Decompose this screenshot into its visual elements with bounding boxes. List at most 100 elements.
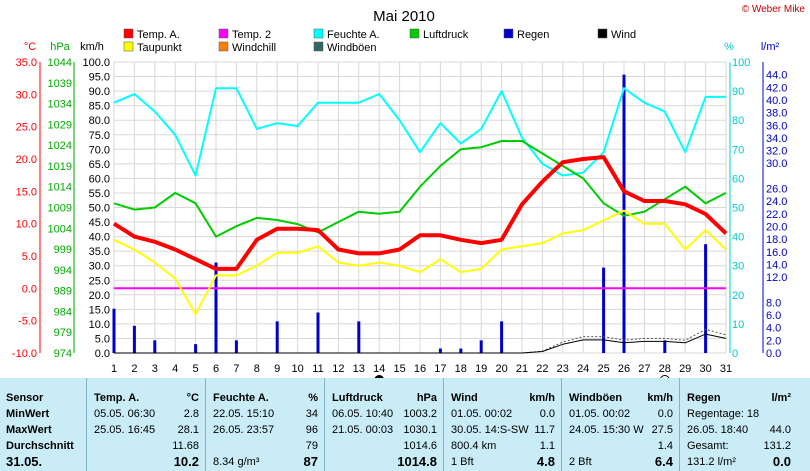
windboeen-header: Windböen <box>569 392 623 404</box>
tick-hpa: 984 <box>54 306 72 318</box>
regen-max-value: 44.0 <box>769 424 791 436</box>
temp-avg-value: 11.68 <box>172 440 199 452</box>
temp-max-time: 25.05. 16:45 <box>94 424 156 436</box>
legend-label: Taupunkt <box>137 42 182 54</box>
tick-rain: 24.0 <box>766 196 787 208</box>
tick-kmh: 55.0 <box>89 188 110 200</box>
axis-title-pct: % <box>724 41 734 53</box>
legend-label: Windböen <box>327 42 377 54</box>
tick-hpa: 1014 <box>48 182 72 194</box>
rain-bar <box>194 344 198 353</box>
tick-rain: 12.0 <box>766 272 787 284</box>
tick-day: 13 <box>353 363 365 375</box>
tick-day: 7 <box>233 363 239 375</box>
axis-title-kmh: km/h <box>80 41 104 53</box>
rain-bar <box>275 321 279 353</box>
tick-kmh: 60.0 <box>89 173 110 185</box>
tick-kmh: 20.0 <box>89 290 110 302</box>
tick-day: 4 <box>172 363 178 375</box>
tick-kmh: 15.0 <box>89 304 110 316</box>
axis-title-temp: °C <box>24 41 36 53</box>
col-wind: Wind km/h 01.05. 00:02 0.0 30.05. 14:S-S… <box>443 378 561 471</box>
tick-day: 24 <box>577 363 589 375</box>
tick-rain: 38.0 <box>766 108 787 120</box>
windboeen-min-value: 0.0 <box>657 408 673 420</box>
axes: °C hPa km/h% l/m²35.030.025.020.015.010.05.… <box>12 41 787 378</box>
series-taupunkt-line <box>113 209 727 316</box>
tick-hpa: 1034 <box>48 99 72 111</box>
tick-hpa: 974 <box>54 348 72 360</box>
tick-kmh: 70.0 <box>89 144 110 156</box>
tick-rain: 16.0 <box>766 247 787 259</box>
feuchte-min-time: 22.05. 15:10 <box>213 408 275 420</box>
tick-day: 30 <box>699 363 711 375</box>
rain-bar <box>234 340 238 353</box>
tick-hpa: 1044 <box>48 57 72 69</box>
tick-pct: 80 <box>732 115 744 127</box>
legend-label: Feuchte A. <box>327 29 380 41</box>
tick-pct: 20 <box>732 290 744 302</box>
tick-pct: 70 <box>732 144 744 156</box>
tick-day: 14 <box>373 363 385 375</box>
wind-distance: 800.4 km <box>451 440 497 452</box>
rain-bar <box>438 348 442 353</box>
tick-day: 31 <box>720 363 732 375</box>
tick-rain: 0.0 <box>766 348 781 360</box>
moon-new-icon <box>660 375 670 378</box>
regen-gesamt-value: 131.2 <box>763 440 791 452</box>
tick-day: 17 <box>434 363 446 375</box>
tick-day: 28 <box>659 363 671 375</box>
tick-pct: 60 <box>732 173 744 185</box>
legend-label: Regen <box>517 29 549 41</box>
tick-rain: 40.0 <box>766 95 787 107</box>
tick-kmh: 95.0 <box>89 72 110 84</box>
legend: Temp. A. Temp. 2 Feuchte A. Luftdruck Regen W… <box>123 28 636 54</box>
tick-pct: 90 <box>732 86 744 98</box>
tick-kmh: 85.0 <box>89 101 110 113</box>
tick-kmh: 80.0 <box>89 115 110 127</box>
col-luftdruck: Luftdruck hPa 06.05. 10:40 1003.2 21.05.… <box>324 378 443 471</box>
tick-rain: 36.0 <box>766 120 787 132</box>
tick-day: 23 <box>557 363 569 375</box>
tick-rain: 8.0 <box>766 297 781 309</box>
tick-hpa: 1019 <box>48 161 72 173</box>
regen-unit: l/m² <box>771 392 791 404</box>
tick-kmh: 65.0 <box>89 159 110 171</box>
regen-current-value: 0.0 <box>772 454 791 469</box>
series-luftdruck-line <box>113 140 727 238</box>
windboeen-max-value: 27.5 <box>651 424 673 436</box>
feuchte-header: Feuchte A. <box>213 392 269 404</box>
rain-bar <box>214 262 218 353</box>
sensor-maxwert: MaxWert <box>6 424 52 436</box>
tick-rain: 6.0 <box>766 310 781 322</box>
feuchte-avg-value: 79 <box>305 440 318 452</box>
tick-kmh: 75.0 <box>89 130 110 142</box>
col-sensor: Sensor MinWert MaxWert Durchschnitt 31.0… <box>0 378 86 471</box>
feuchte-abs: 8.34 g/m³ <box>213 456 260 468</box>
tick-rain: 20.0 <box>766 221 787 233</box>
temp-min-value: 2.8 <box>183 408 199 420</box>
tick-day: 19 <box>475 363 487 375</box>
tick-kmh: 50.0 <box>89 203 110 215</box>
series-feuchte-line <box>113 87 726 177</box>
luftdruck-max-time: 21.05. 00:03 <box>332 424 394 436</box>
tick-temp: 30.0 <box>16 89 37 101</box>
legend-label: Temp. 2 <box>232 29 271 41</box>
axis-title-rain: l/m² <box>761 41 780 53</box>
tick-hpa: 979 <box>54 327 72 339</box>
tick-kmh: 40.0 <box>89 232 110 244</box>
tick-day: 18 <box>455 363 467 375</box>
legend-label: Windchill <box>232 42 276 54</box>
temp-current-value: 10.2 <box>173 454 199 469</box>
windboeen-max-time: 24.05. 15:30 W <box>569 424 644 436</box>
rain-bar <box>479 340 483 353</box>
luftdruck-min-value: 1003.2 <box>403 408 437 420</box>
wind-header: Wind <box>451 392 478 404</box>
chart-title: Mai 2010 <box>373 8 435 25</box>
tick-hpa: 1009 <box>48 203 72 215</box>
wind-min-value: 0.0 <box>539 408 555 420</box>
tick-hpa: 1024 <box>48 140 72 152</box>
windboeen-min-time: 01.05. 00:02 <box>569 408 631 420</box>
rain-bar <box>602 267 606 353</box>
col-regen: Regen l/m² Regentage: 18 26.05. 18:40 44… <box>679 378 810 471</box>
